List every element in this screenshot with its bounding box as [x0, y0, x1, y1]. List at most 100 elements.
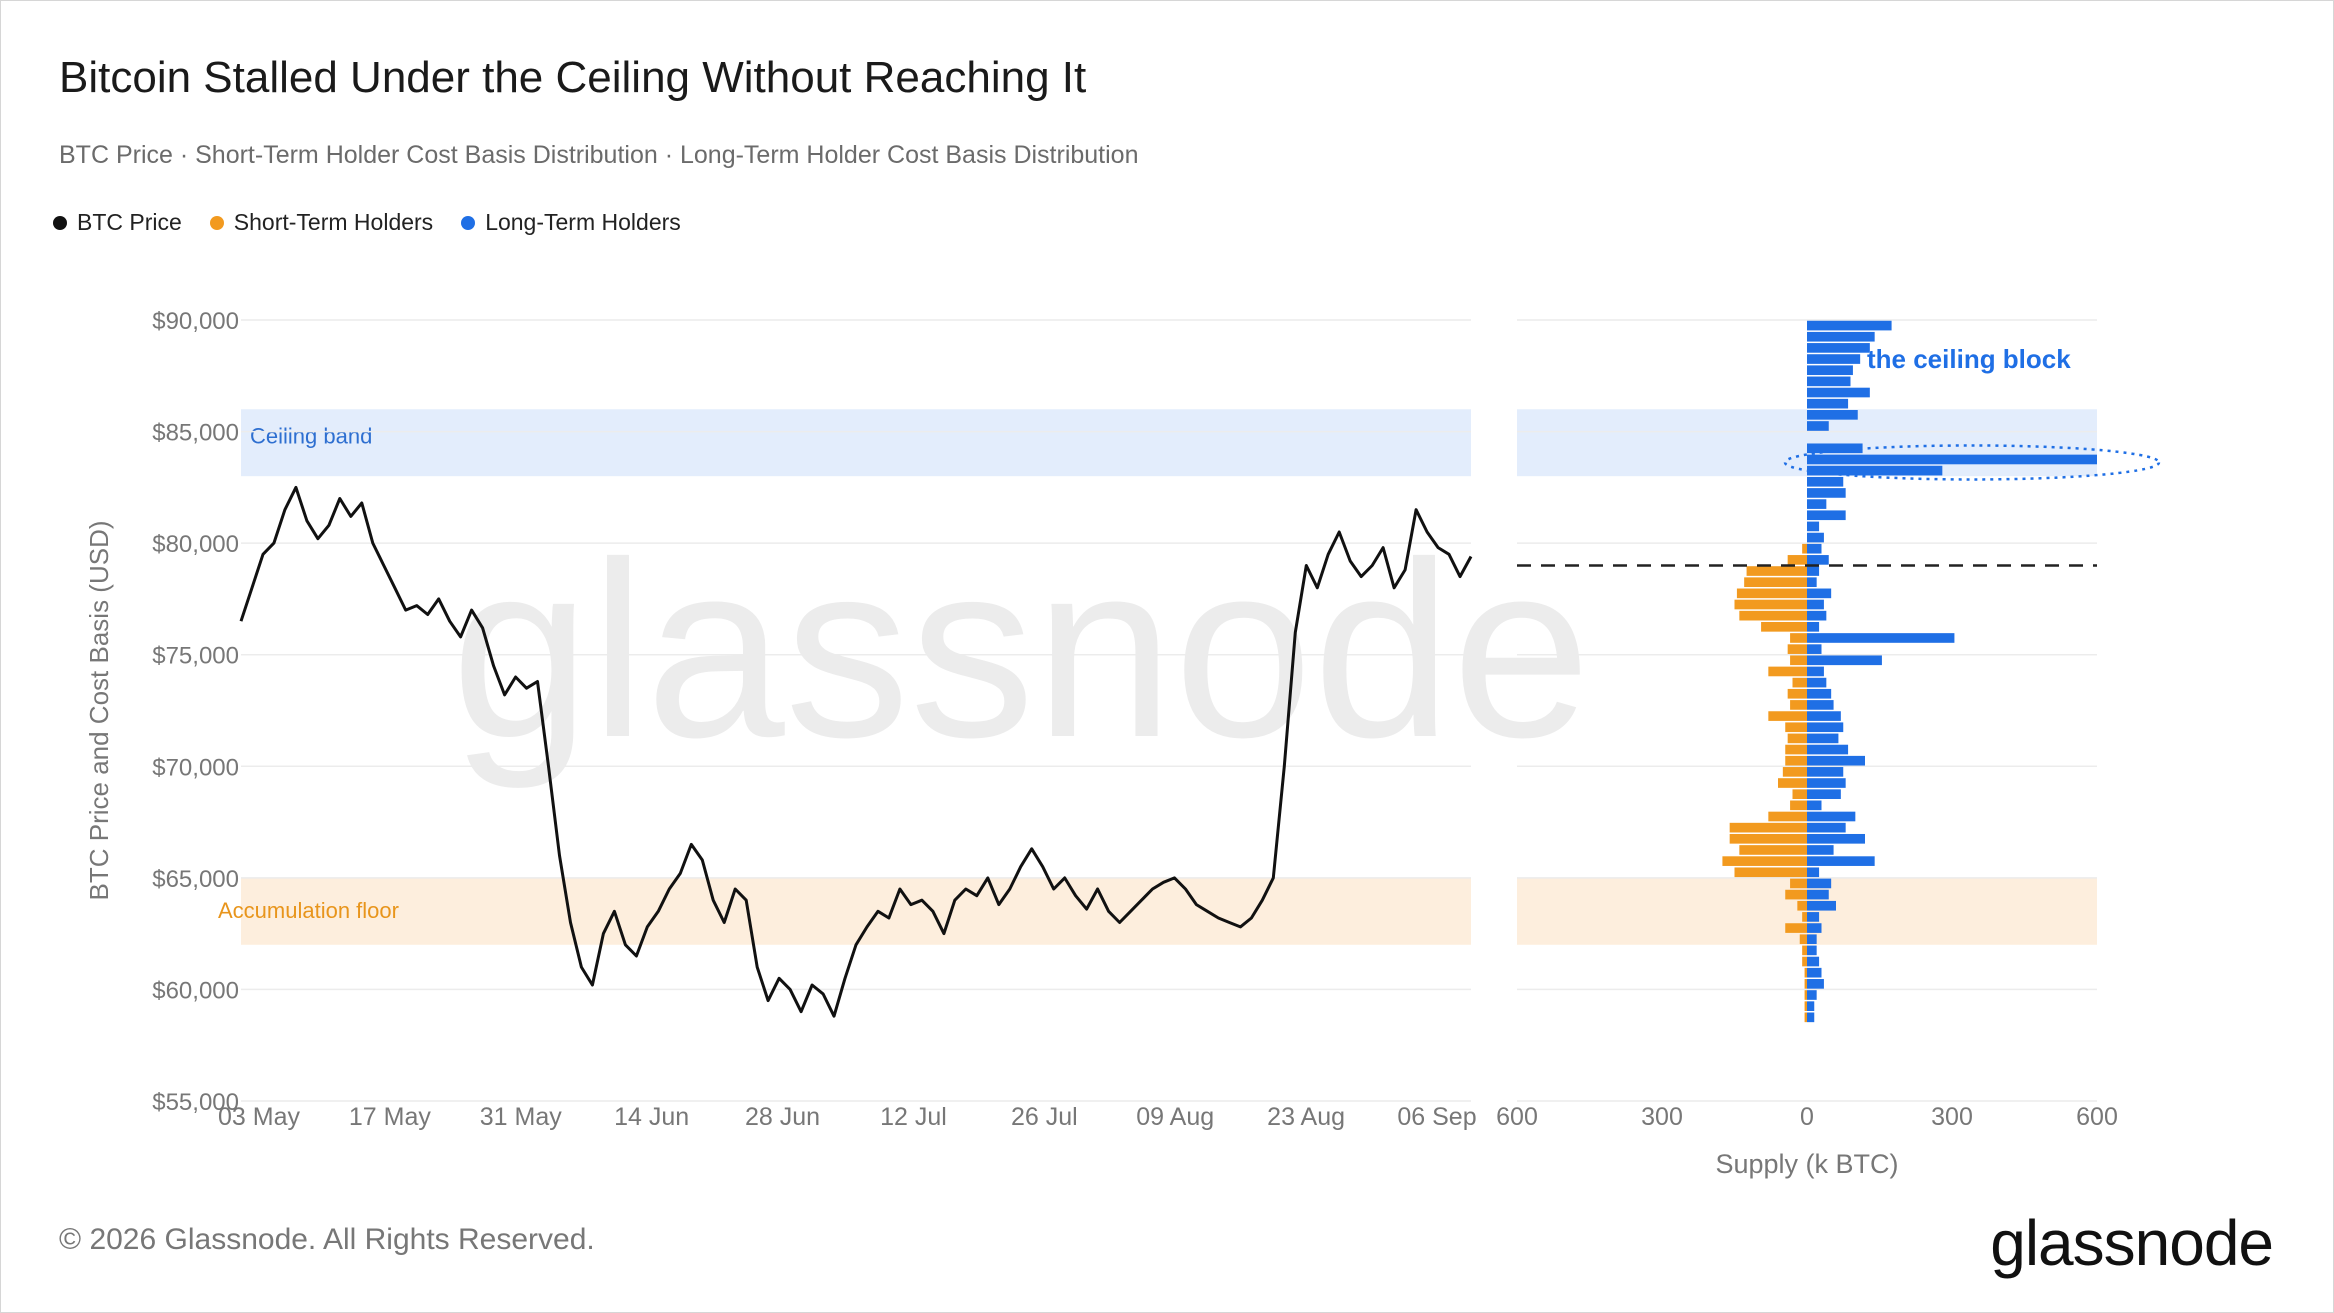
sth-bar	[1804, 979, 1807, 989]
legend-label-btc-price: BTC Price	[77, 209, 182, 235]
lth-bar	[1807, 610, 1827, 621]
lth-bar	[1807, 555, 1829, 565]
lth-bar	[1807, 599, 1824, 610]
lth-bar	[1807, 800, 1822, 811]
lth-bar	[1807, 733, 1839, 744]
lth-bar	[1807, 923, 1822, 933]
supply-tick-label: 0	[1800, 1103, 1814, 1131]
supply-tick-label: 600	[1496, 1103, 1538, 1131]
lth-bar	[1807, 945, 1817, 956]
watermark-text: glassnode	[451, 510, 1591, 789]
accumulation-floor-band-label: Accumulation floor	[218, 898, 399, 923]
lth-bar	[1807, 889, 1829, 900]
x-tick-label: 26 Jul	[1011, 1103, 1078, 1131]
lth-bar	[1807, 967, 1822, 978]
sth-bar	[1778, 778, 1807, 788]
x-tick-label: 03 May	[218, 1103, 300, 1131]
lth-bar	[1807, 744, 1849, 755]
ceiling-block-annotation: the ceiling block	[1867, 344, 2071, 374]
supply-tick-label: 300	[1931, 1103, 1973, 1131]
legend-item-btc-price[interactable]: BTC Price	[53, 209, 182, 236]
sth-bar	[1790, 878, 1807, 889]
lth-bar	[1807, 990, 1817, 1000]
sth-bar	[1787, 555, 1807, 565]
lth-bar	[1807, 722, 1844, 733]
lth-bar	[1807, 833, 1865, 844]
lth-bar	[1807, 443, 1863, 454]
chart-subtitle: BTC Price · Short-Term Holder Cost Basis…	[59, 141, 1139, 169]
lth-bar	[1807, 343, 1870, 353]
lth-bar	[1807, 488, 1846, 498]
legend-item-short-term-holders[interactable]: Short-Term Holders	[209, 209, 433, 236]
legend-dot-btc-price	[53, 215, 67, 230]
y-tick-label: $55,000	[152, 1089, 239, 1116]
ceiling-band-distribution	[1517, 409, 2097, 477]
lth-bar	[1807, 856, 1875, 866]
sth-bar	[1785, 923, 1807, 933]
x-tick-label: 23 Aug	[1267, 1103, 1345, 1131]
sth-bar	[1746, 566, 1807, 576]
lth-bar	[1807, 354, 1861, 364]
sth-bar	[1744, 577, 1807, 588]
supply-axis-label: Supply (k BTC)	[1715, 1149, 1898, 1179]
sth-bar	[1792, 677, 1807, 688]
legend-item-long-term-holders[interactable]: Long-Term Holders	[461, 209, 681, 236]
lth-bar	[1807, 767, 1844, 777]
sth-bar	[1802, 543, 1807, 554]
lth-bar	[1807, 454, 2097, 465]
sth-bar	[1797, 900, 1807, 911]
lth-bar	[1807, 1001, 1815, 1011]
sth-bar	[1768, 711, 1807, 721]
lth-bar	[1807, 476, 1844, 487]
lth-bar	[1807, 688, 1832, 699]
sth-bar	[1802, 912, 1807, 922]
lth-bar	[1807, 900, 1836, 911]
sth-bar	[1787, 688, 1807, 699]
glassnode-logo: glassnode	[1990, 1207, 2274, 1279]
chart-title: Bitcoin Stalled Under the Ceiling Withou…	[59, 53, 1087, 102]
sth-bar	[1804, 1012, 1807, 1023]
supply-tick-label: 300	[1641, 1103, 1683, 1131]
lth-bar	[1807, 465, 1943, 476]
y-tick-label: $75,000	[152, 643, 239, 670]
sth-bar	[1790, 700, 1807, 710]
x-tick-label: 12 Jul	[880, 1103, 947, 1131]
accumulation-floor-band-distribution	[1517, 877, 2097, 945]
sth-bar	[1804, 1001, 1807, 1011]
sth-bar	[1790, 655, 1807, 666]
sth-bar	[1790, 633, 1807, 643]
lth-bar	[1807, 499, 1827, 509]
lth-bar	[1807, 365, 1853, 376]
x-tick-label: 14 Jun	[614, 1103, 689, 1131]
sth-bar	[1785, 755, 1807, 766]
lth-bar	[1807, 566, 1820, 576]
lth-bar	[1807, 410, 1858, 420]
sth-bar	[1787, 644, 1807, 654]
lth-bar	[1807, 376, 1851, 387]
sth-bar	[1739, 845, 1807, 855]
sth-bar	[1804, 967, 1807, 978]
ceiling-band-label: Ceiling band	[250, 423, 372, 448]
lth-bar	[1807, 577, 1817, 588]
lth-bar	[1807, 510, 1846, 521]
chart-canvas: glassnode Ceiling band Accumulation floor…	[84, 308, 2161, 1179]
sth-bar	[1785, 722, 1807, 733]
lth-bar	[1807, 711, 1841, 721]
sth-bar	[1790, 800, 1807, 811]
sth-bar	[1782, 767, 1807, 777]
lth-bar	[1807, 320, 1892, 331]
lth-bar	[1807, 532, 1824, 543]
sth-bar	[1802, 945, 1807, 956]
y-axis-label: BTC Price and Cost Basis (USD)	[84, 521, 114, 901]
lth-bar	[1807, 811, 1856, 822]
x-tick-label: 09 Aug	[1136, 1103, 1214, 1131]
y-tick-label: $65,000	[152, 866, 239, 893]
x-tick-label: 17 May	[349, 1103, 431, 1131]
sth-bar	[1785, 889, 1807, 900]
sth-bar	[1802, 956, 1807, 967]
lth-bar	[1807, 755, 1865, 766]
lth-bar	[1807, 778, 1846, 788]
lth-bar	[1807, 867, 1820, 878]
sth-bar	[1729, 822, 1807, 833]
